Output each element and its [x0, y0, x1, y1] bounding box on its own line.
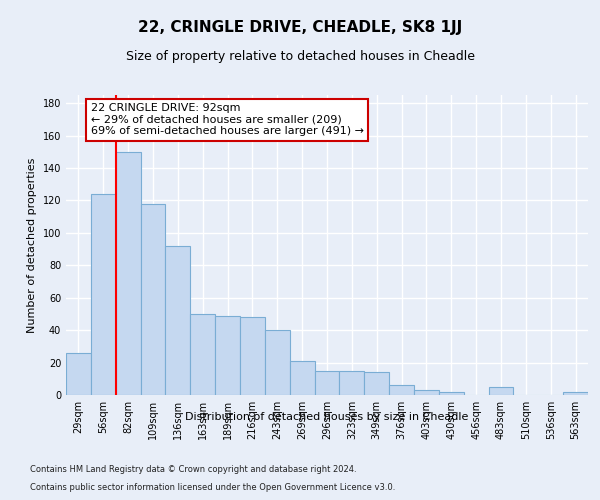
Bar [340, 370, 364, 395]
Bar [140, 204, 166, 395]
Bar [439, 392, 464, 395]
Bar [166, 246, 190, 395]
Text: 22 CRINGLE DRIVE: 92sqm
← 29% of detached houses are smaller (209)
69% of semi-d: 22 CRINGLE DRIVE: 92sqm ← 29% of detache… [91, 103, 364, 136]
Bar [389, 386, 414, 395]
Y-axis label: Number of detached properties: Number of detached properties [27, 158, 37, 332]
Bar [290, 361, 314, 395]
Text: 22, CRINGLE DRIVE, CHEADLE, SK8 1JJ: 22, CRINGLE DRIVE, CHEADLE, SK8 1JJ [138, 20, 462, 35]
Bar [563, 392, 588, 395]
Bar [91, 194, 116, 395]
Bar [215, 316, 240, 395]
Bar [364, 372, 389, 395]
Text: Contains public sector information licensed under the Open Government Licence v3: Contains public sector information licen… [30, 482, 395, 492]
Bar [488, 387, 514, 395]
Bar [240, 317, 265, 395]
Text: Distribution of detached houses by size in Cheadle: Distribution of detached houses by size … [185, 412, 469, 422]
Bar [414, 390, 439, 395]
Text: Size of property relative to detached houses in Cheadle: Size of property relative to detached ho… [125, 50, 475, 63]
Text: Contains HM Land Registry data © Crown copyright and database right 2024.: Contains HM Land Registry data © Crown c… [30, 465, 356, 474]
Bar [66, 353, 91, 395]
Bar [265, 330, 290, 395]
Bar [190, 314, 215, 395]
Bar [116, 152, 140, 395]
Bar [314, 370, 340, 395]
